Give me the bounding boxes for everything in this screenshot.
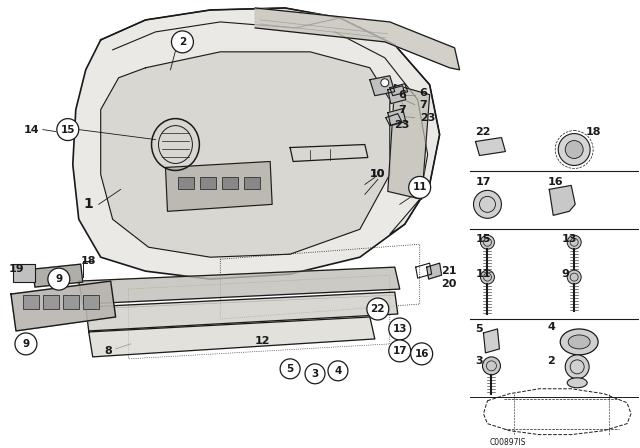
Text: 11: 11 xyxy=(412,182,427,192)
Text: 20: 20 xyxy=(442,279,457,289)
Bar xyxy=(13,264,35,282)
Text: 5: 5 xyxy=(287,364,294,374)
Text: 2: 2 xyxy=(547,356,555,366)
Text: 3: 3 xyxy=(312,369,319,379)
Circle shape xyxy=(558,134,590,165)
Text: 8: 8 xyxy=(105,346,113,356)
Text: 6: 6 xyxy=(420,88,428,98)
Ellipse shape xyxy=(560,329,598,355)
Polygon shape xyxy=(388,109,406,125)
Bar xyxy=(222,177,238,190)
Text: 15: 15 xyxy=(61,125,75,134)
Text: 16: 16 xyxy=(547,177,563,187)
Text: 19: 19 xyxy=(9,264,24,274)
Text: 7: 7 xyxy=(398,105,406,115)
Bar xyxy=(244,177,260,190)
Polygon shape xyxy=(370,76,395,96)
Circle shape xyxy=(388,318,411,340)
Text: 17: 17 xyxy=(476,177,491,187)
Text: 18: 18 xyxy=(586,127,601,137)
Polygon shape xyxy=(427,263,442,279)
Circle shape xyxy=(567,270,581,284)
Bar xyxy=(63,295,79,309)
Text: 6: 6 xyxy=(398,90,406,100)
Text: 9: 9 xyxy=(22,339,29,349)
Text: C00897IS: C00897IS xyxy=(490,438,526,447)
Polygon shape xyxy=(483,329,499,353)
Circle shape xyxy=(567,235,581,249)
Circle shape xyxy=(57,119,79,141)
Circle shape xyxy=(474,190,501,218)
Text: 5: 5 xyxy=(476,324,483,334)
Circle shape xyxy=(280,359,300,379)
Text: 23: 23 xyxy=(420,112,435,123)
Text: 17: 17 xyxy=(392,346,407,356)
Text: 15: 15 xyxy=(476,234,491,244)
Polygon shape xyxy=(388,85,429,199)
Circle shape xyxy=(328,361,348,381)
Polygon shape xyxy=(100,52,390,257)
Bar xyxy=(179,177,195,190)
Text: 13: 13 xyxy=(561,234,577,244)
Polygon shape xyxy=(73,8,440,279)
Text: 7: 7 xyxy=(420,99,428,110)
Text: 4: 4 xyxy=(334,366,342,376)
Circle shape xyxy=(367,298,388,320)
Text: 3: 3 xyxy=(476,356,483,366)
Polygon shape xyxy=(33,264,83,287)
Text: 14: 14 xyxy=(23,125,39,134)
Polygon shape xyxy=(549,185,575,215)
Circle shape xyxy=(481,270,495,284)
Text: 18: 18 xyxy=(81,256,97,266)
Text: 1: 1 xyxy=(84,198,93,211)
Bar xyxy=(83,295,99,309)
Polygon shape xyxy=(255,8,460,70)
Text: 9: 9 xyxy=(55,274,62,284)
Circle shape xyxy=(411,343,433,365)
Ellipse shape xyxy=(567,378,587,388)
Polygon shape xyxy=(476,138,506,155)
Text: 11: 11 xyxy=(476,269,491,279)
Text: 22: 22 xyxy=(371,304,385,314)
Bar xyxy=(23,295,39,309)
Text: 16: 16 xyxy=(415,349,429,359)
Circle shape xyxy=(565,141,583,159)
Circle shape xyxy=(565,355,589,379)
Circle shape xyxy=(381,79,388,87)
Ellipse shape xyxy=(568,335,590,349)
Circle shape xyxy=(48,268,70,290)
Circle shape xyxy=(172,31,193,53)
Text: 9: 9 xyxy=(561,269,569,279)
Text: 22: 22 xyxy=(476,127,491,137)
Text: 10: 10 xyxy=(370,169,385,180)
Text: 21: 21 xyxy=(442,266,457,276)
Polygon shape xyxy=(79,267,400,304)
Text: 10: 10 xyxy=(370,169,385,180)
Polygon shape xyxy=(388,86,406,103)
Text: 4: 4 xyxy=(547,322,555,332)
Polygon shape xyxy=(89,317,375,357)
Circle shape xyxy=(481,235,495,249)
Text: 12: 12 xyxy=(255,336,270,346)
Circle shape xyxy=(305,364,325,384)
Polygon shape xyxy=(166,161,272,211)
Polygon shape xyxy=(86,292,397,331)
Circle shape xyxy=(483,357,500,375)
Text: 13: 13 xyxy=(392,324,407,334)
Circle shape xyxy=(15,333,37,355)
Polygon shape xyxy=(11,281,116,331)
Circle shape xyxy=(388,340,411,362)
Text: 23: 23 xyxy=(394,120,410,129)
Bar xyxy=(200,177,216,190)
Circle shape xyxy=(409,177,431,198)
Text: 2: 2 xyxy=(179,37,186,47)
Bar xyxy=(43,295,59,309)
